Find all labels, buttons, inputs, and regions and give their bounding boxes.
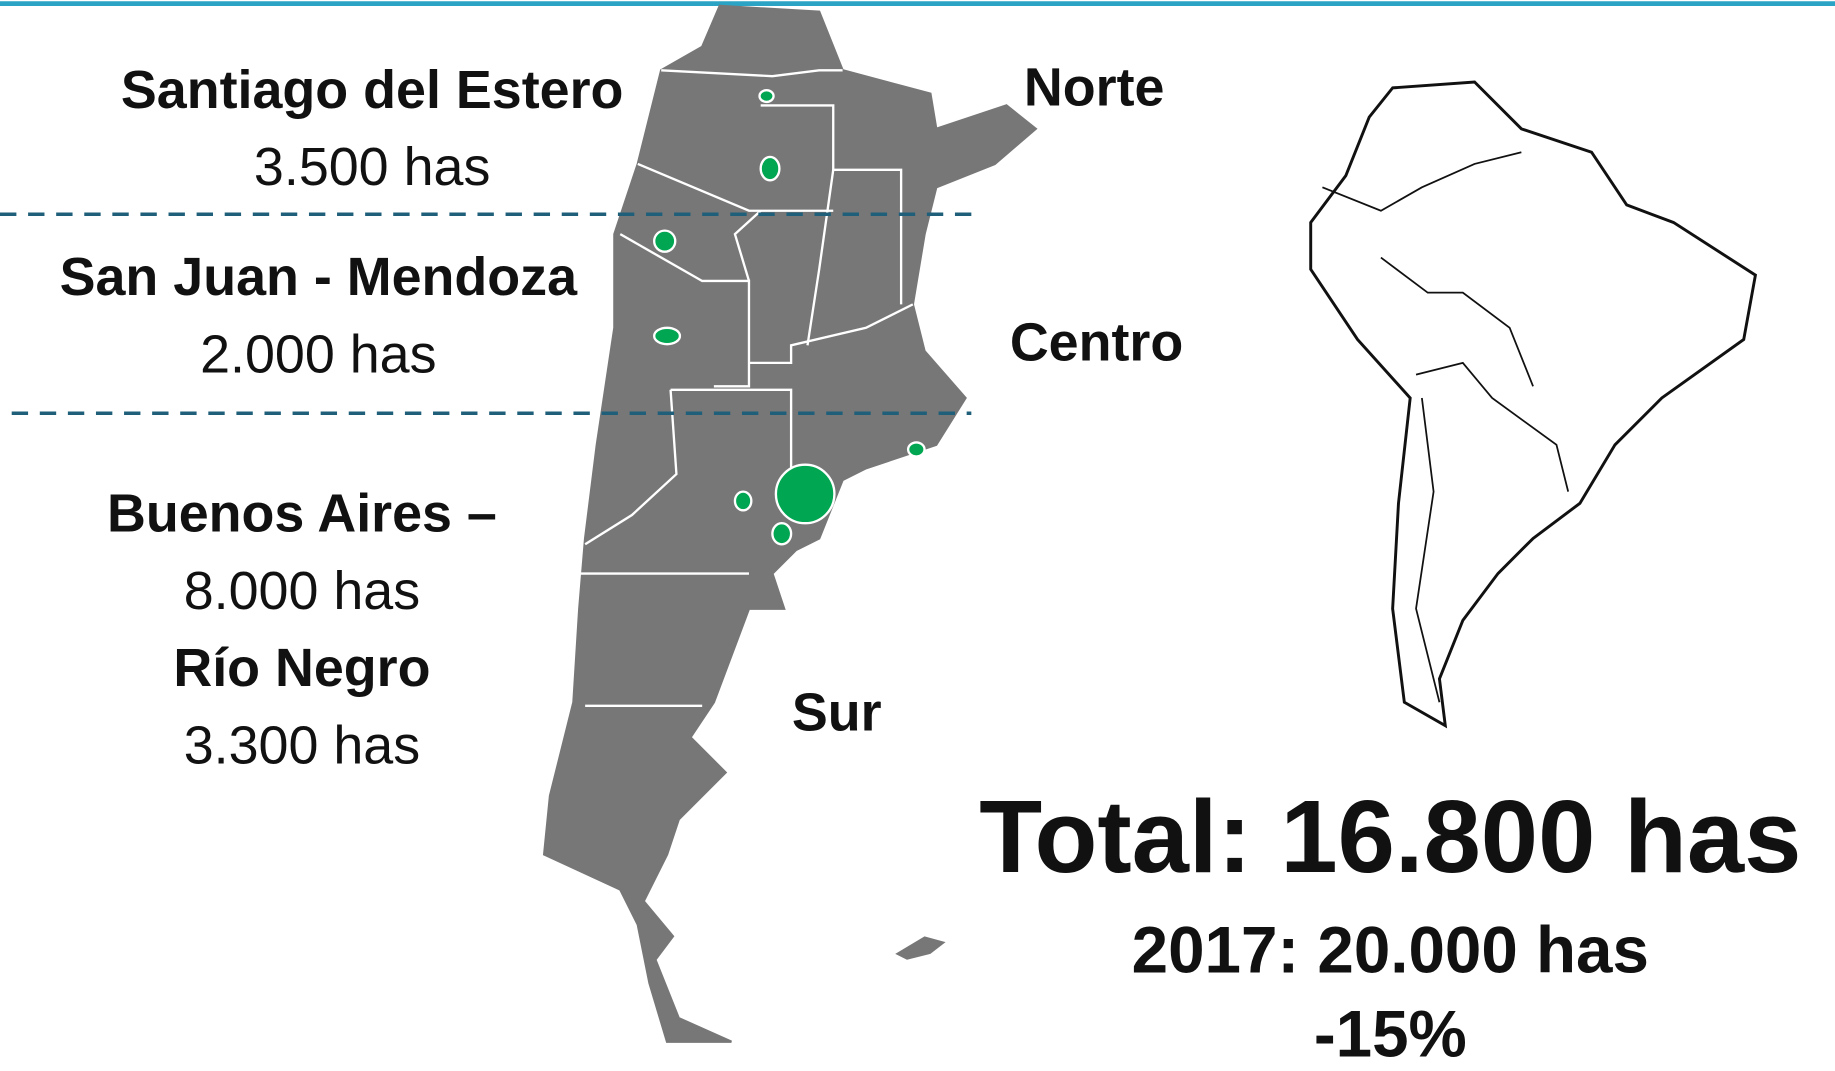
labels: Santiago del Estero 3.500 has San Juan -… (60, 58, 1802, 1071)
region-area: 3.300 has (184, 715, 420, 775)
production-markers (653, 89, 926, 546)
marker (906, 441, 926, 458)
marker (653, 229, 677, 253)
region-area: 3.500 has (254, 137, 490, 197)
marker (759, 155, 781, 182)
region-name: Río Negro (173, 638, 430, 698)
zone-label: Centro (1010, 313, 1183, 373)
marker (774, 463, 836, 525)
region-name: Santiago del Estero (121, 60, 624, 120)
marker (758, 89, 775, 104)
region-name: Buenos Aires – (107, 484, 497, 544)
marker (653, 326, 682, 346)
marker (771, 522, 793, 546)
islands (895, 936, 946, 960)
total: Total: 16.800 has (979, 779, 1801, 894)
previous: 2017: 20.000 has (1132, 913, 1649, 986)
zone-label: Norte (1024, 58, 1165, 118)
region-area: 2.000 has (200, 324, 436, 384)
south-america-outline (1309, 80, 1758, 729)
argentina-shape (542, 4, 1038, 1043)
argentina-map (542, 4, 1038, 1043)
marker (733, 490, 753, 512)
region-name: San Juan - Mendoza (60, 247, 578, 307)
change: -15% (1314, 998, 1467, 1071)
south-america-borders (1322, 151, 1570, 703)
zone-label: Sur (792, 683, 882, 743)
region-area: 8.000 has (184, 561, 420, 621)
